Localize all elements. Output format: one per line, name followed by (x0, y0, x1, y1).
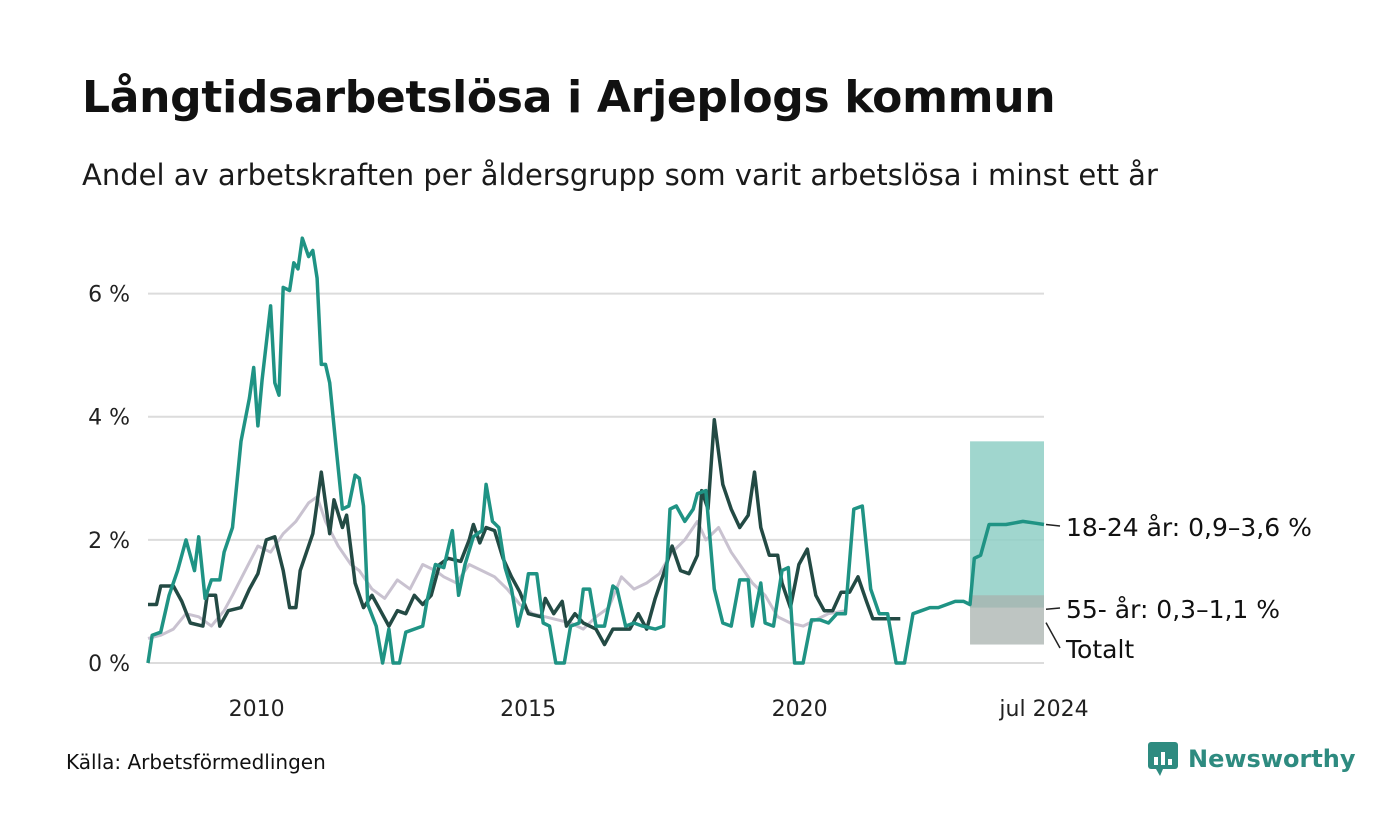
total-series-line (148, 418, 901, 647)
youth-series-label: 18-24 år: 0,9–3,6 % (1066, 513, 1312, 542)
y-tick-label: 4 % (88, 406, 130, 431)
newsworthy-logo-icon (1148, 742, 1178, 776)
y-axis: 0 % 2 % 4 % 6 % (88, 283, 130, 677)
series-labels: 18-24 år: 0,9–3,6 % 55- år: 0,3–1,1 % Tota… (1045, 513, 1312, 664)
x-tick-label: 2010 (229, 697, 285, 722)
brand-name: Newsworthy (1188, 745, 1356, 773)
older-series-line (147, 495, 846, 640)
y-tick-label: 0 % (88, 652, 130, 677)
older-series-label: 55- år: 0,3–1,1 % (1066, 595, 1280, 624)
total-series-label: Totalt (1065, 635, 1134, 664)
x-tick-label: 2015 (500, 697, 556, 722)
brand-logo: Newsworthy (1148, 742, 1356, 776)
youth-series-line (146, 236, 1045, 665)
older-uncertainty-band (970, 595, 1044, 645)
series-lines (146, 236, 1045, 665)
x-tick-label: 2020 (772, 697, 828, 722)
total-label-leader (1045, 622, 1061, 649)
chart-title: Långtidsarbetslösa i Arjeplogs kommun (82, 72, 1056, 123)
x-tick-label: jul 2024 (998, 697, 1088, 722)
youth-label-leader (1045, 523, 1061, 527)
uncertainty-bands (970, 441, 1044, 645)
chart-subtitle: Andel av arbetskraften per åldersgrupp s… (82, 158, 1158, 192)
x-axis: 2010 2015 2020 jul 2024 (229, 697, 1089, 722)
source-note: Källa: Arbetsförmedlingen (66, 750, 326, 774)
older-label-leader (1045, 607, 1061, 611)
y-tick-label: 6 % (88, 283, 130, 308)
y-tick-label: 2 % (88, 529, 130, 554)
